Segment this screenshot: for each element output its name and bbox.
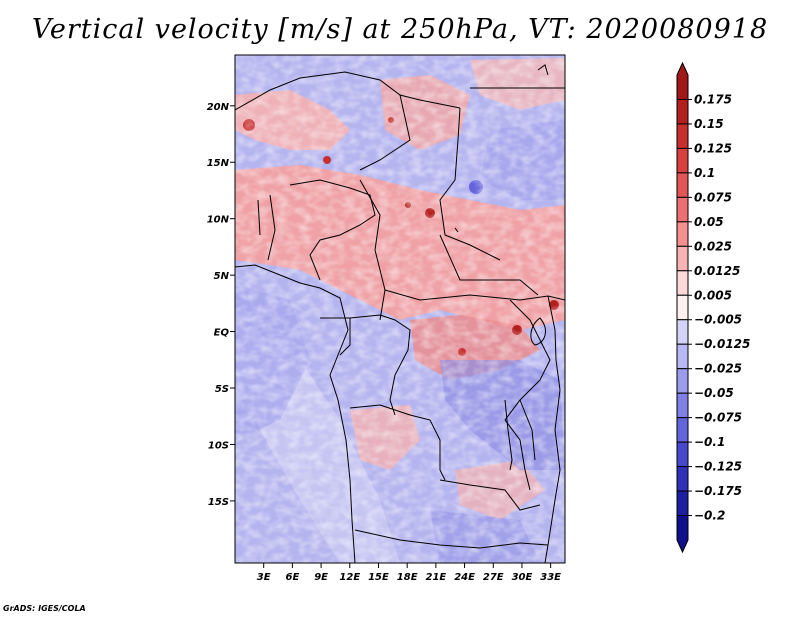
colorbar-swatch — [676, 319, 689, 345]
lon-tick-label: 9E — [314, 572, 328, 583]
colorbar-swatch — [676, 466, 689, 492]
colorbar-level-label: 0.0125 — [694, 264, 740, 278]
colorbar-level-label: −0.05 — [694, 386, 734, 400]
lon-tick-label: 27E — [483, 572, 504, 583]
lat-tick-label: 15N — [207, 158, 230, 169]
colorbar-swatch — [676, 392, 689, 419]
colorbar-triangle-bottom — [676, 515, 689, 554]
colorbar-level-label: −0.0125 — [694, 337, 750, 351]
lat-tick-label: 10N — [207, 215, 230, 226]
colorbar-level-label: 0.05 — [694, 215, 724, 229]
lat-tick-label: 5N — [214, 271, 230, 282]
lon-tick-label: 15E — [368, 572, 389, 583]
lat-tick-label: 15S — [208, 497, 229, 508]
colorbar-level-label: 0.125 — [694, 141, 732, 155]
colorbar-level-label: −0.175 — [694, 484, 742, 498]
colorbar-swatch — [676, 294, 689, 321]
lat-tick-label: 20N — [207, 102, 230, 113]
colorbar-level-label: −0.075 — [694, 411, 742, 425]
grads-credit: GrADS: IGES/COLA — [3, 604, 86, 613]
colorbar-swatch — [676, 441, 689, 468]
colorbar-swatch — [676, 221, 689, 247]
map-frame — [234, 54, 566, 564]
lon-tick-label: 12E — [339, 572, 360, 583]
colorbar-swatch — [676, 123, 689, 149]
colorbar-swatch — [676, 343, 689, 370]
lon-tick-label: 24E — [454, 572, 475, 583]
lat-tick-label: 5S — [215, 384, 229, 395]
colorbar-level-label: 0.175 — [694, 92, 732, 106]
lat-tick-label: 10S — [208, 440, 229, 451]
colorbar-level-label: −0.1 — [694, 435, 725, 449]
colorbar-swatch — [676, 490, 689, 517]
colorbar-level-label: 0.075 — [694, 190, 732, 204]
colorbar-swatch — [676, 417, 689, 443]
colorbar-swatch — [676, 98, 689, 125]
colorbar-swatch — [676, 147, 689, 174]
lon-tick-label: 18E — [397, 572, 418, 583]
colorbar-level-label: −0.005 — [694, 313, 742, 327]
lon-tick-label: 3E — [257, 572, 271, 583]
lon-tick-label: 33E — [540, 572, 561, 583]
colorbar-level-label: 0.005 — [694, 288, 732, 302]
colorbar-swatch — [676, 172, 689, 198]
country-borders — [235, 64, 565, 563]
colorbar-level-label: 0.15 — [694, 117, 724, 131]
map-title: Vertical velocity [m/s] at 250hPa, VT: 2… — [31, 14, 769, 45]
colorbar-swatch — [676, 245, 689, 272]
colorbar: 0.175 0.15 0.125 0.1 0.075 0.05 0.025 0.0125 0.0… — [676, 61, 750, 554]
lon-tick-label: 6E — [285, 572, 299, 583]
colorbar-level-label: −0.025 — [694, 362, 742, 376]
colorbar-swatch — [676, 368, 689, 394]
latitude-axis: 20N 15N 10N 5N EQ 5S 10S 15S — [207, 102, 235, 508]
colorbar-swatch — [676, 196, 689, 223]
colorbar-level-label: −0.125 — [694, 460, 742, 474]
colorbar-triangle-top — [676, 61, 689, 100]
colorbar-swatch — [676, 270, 689, 296]
lat-tick-label: EQ — [214, 328, 230, 339]
longitude-axis: 3E 6E 9E 12E 15E 18E 21E 24E 27E 30E 33E — [257, 563, 561, 583]
lon-tick-label: 30E — [512, 572, 533, 583]
colorbar-level-label: 0.1 — [694, 166, 715, 180]
colorbar-level-label: −0.2 — [694, 509, 725, 523]
colorbar-level-label: 0.025 — [694, 239, 732, 253]
lon-tick-label: 21E — [425, 572, 446, 583]
vertical-velocity-field — [235, 55, 565, 563]
